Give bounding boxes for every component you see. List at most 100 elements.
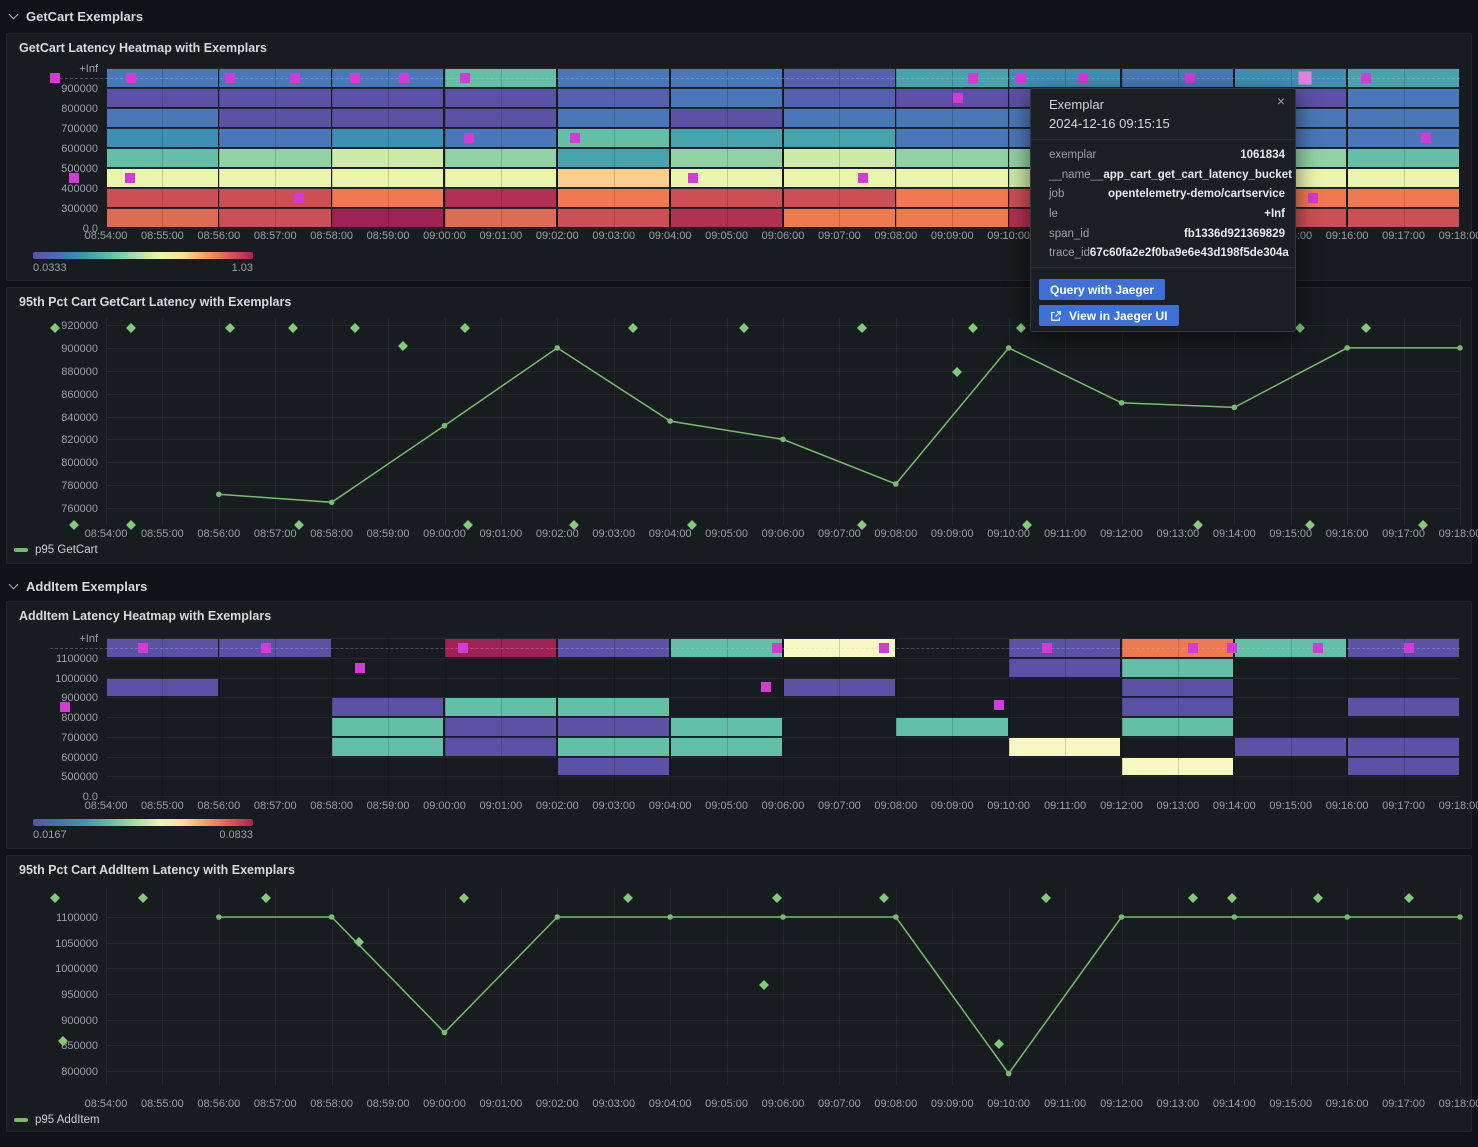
data-point[interactable]	[1231, 404, 1238, 411]
data-point[interactable]	[441, 422, 448, 429]
exemplar-marker[interactable]	[858, 173, 869, 183]
exemplar-marker[interactable]	[1042, 642, 1053, 653]
grid-line	[1290, 638, 1292, 796]
legend-item[interactable]: p95 GetCart	[14, 544, 98, 556]
grid-line	[275, 68, 277, 228]
y-tick-label: +Inf	[79, 63, 98, 75]
exemplar-marker[interactable]	[993, 700, 1004, 711]
exemplar-marker[interactable]	[968, 73, 979, 83]
exemplar-marker[interactable]	[953, 93, 964, 103]
data-point[interactable]	[1118, 399, 1125, 406]
exemplar-marker[interactable]	[125, 73, 136, 83]
data-point[interactable]	[216, 914, 222, 920]
panel-title-getcart-heatmap[interactable]: GetCart Latency Heatmap with Exemplars	[19, 41, 267, 55]
section-header-getcart[interactable]: GetCart Exemplars	[8, 6, 143, 26]
panel-getcart-line: 95th Pct Cart GetCart Latency with Exemp…	[6, 287, 1472, 564]
exemplar-marker[interactable]	[1015, 73, 1026, 83]
data-point[interactable]	[1005, 1070, 1012, 1077]
grid-line	[106, 1045, 1460, 1047]
exemplar-marker[interactable]	[289, 73, 300, 83]
data-point[interactable]	[780, 436, 786, 443]
x-tick-label: 09:03:00	[592, 800, 636, 812]
exemplar-marker[interactable]	[398, 73, 409, 83]
y-tick-label: 1000000	[55, 672, 98, 685]
exemplar-marker[interactable]	[1313, 642, 1324, 653]
data-point[interactable]	[1005, 345, 1012, 351]
tooltip-row: exemplar 1061834	[1031, 145, 1295, 165]
x-tick-label: 08:54:00	[84, 800, 128, 812]
exemplar-marker[interactable]	[125, 173, 136, 183]
grid-line	[388, 638, 390, 796]
exemplar-marker[interactable]	[59, 702, 70, 713]
exemplar-marker[interactable]	[458, 642, 469, 653]
query-with-jaeger-button[interactable]: Query with Jaeger	[1039, 279, 1166, 300]
exemplar-marker-hovered[interactable]	[1298, 71, 1312, 85]
x-tick-label: 08:59:00	[366, 230, 410, 242]
data-point[interactable]	[1344, 914, 1350, 920]
panel-title-additem-heatmap[interactable]: AddItem Latency Heatmap with Exemplars	[19, 609, 272, 623]
exemplar-marker[interactable]	[878, 642, 889, 653]
exemplar-marker[interactable]	[261, 642, 272, 653]
data-point[interactable]	[780, 914, 786, 920]
data-point[interactable]	[1457, 914, 1463, 920]
heatmap-cell	[332, 698, 444, 716]
x-tick-label: 08:55:00	[140, 1098, 184, 1110]
close-icon[interactable]: ×	[1276, 93, 1285, 109]
exemplar-marker[interactable]	[1421, 133, 1432, 143]
data-point[interactable]	[216, 491, 222, 498]
color-scale-bar	[33, 819, 253, 826]
heatmap-cell	[896, 189, 1008, 207]
exemplar-marker[interactable]	[1403, 642, 1414, 653]
panel-title-getcart-line[interactable]: 95th Pct Cart GetCart Latency with Exemp…	[19, 295, 292, 309]
data-point[interactable]	[893, 481, 899, 487]
exemplar-marker[interactable]	[1185, 73, 1196, 83]
x-tick-label: 08:55:00	[140, 800, 184, 812]
data-point[interactable]	[554, 914, 561, 920]
exemplar-marker[interactable]	[225, 73, 236, 83]
data-point[interactable]	[893, 914, 899, 920]
grid-line	[444, 888, 446, 1085]
exemplar-marker[interactable]	[772, 642, 783, 653]
grid-line	[106, 888, 107, 1085]
tooltip-row-value: 1061834	[1240, 148, 1285, 161]
exemplar-marker[interactable]	[138, 642, 149, 653]
panel-title-additem-line[interactable]: 95th Pct Cart AddItem Latency with Exemp…	[19, 863, 296, 877]
data-point[interactable]	[667, 914, 673, 920]
heatmap-cell	[557, 129, 670, 147]
exemplar-marker[interactable]	[354, 662, 365, 673]
exemplar-marker[interactable]	[1361, 73, 1372, 83]
tooltip-row: trace_id 67c60fa2e2f0ba9e6e43d198f5de304a	[1031, 243, 1295, 263]
exemplar-marker[interactable]	[68, 173, 79, 183]
data-point[interactable]	[554, 345, 561, 351]
data-point[interactable]	[1118, 914, 1125, 920]
exemplar-marker[interactable]	[50, 73, 61, 83]
view-in-jaeger-button[interactable]: View in Jaeger UI	[1039, 305, 1179, 326]
data-point[interactable]	[667, 418, 673, 424]
data-point[interactable]	[1344, 345, 1350, 351]
heatmap-cell	[1347, 169, 1459, 187]
exemplar-marker[interactable]	[1188, 642, 1199, 653]
tooltip-row-key: job	[1049, 188, 1065, 201]
exemplar-marker[interactable]	[570, 133, 581, 143]
exemplar-marker[interactable]	[1078, 73, 1089, 83]
data-point[interactable]	[441, 1029, 448, 1036]
grid-line	[162, 68, 164, 228]
y-tick-label: 700000	[61, 731, 98, 744]
legend-item[interactable]: p95 AddItem	[14, 1114, 100, 1126]
data-point[interactable]	[1457, 345, 1463, 351]
exemplar-marker[interactable]	[460, 73, 471, 83]
exemplar-marker[interactable]	[293, 193, 304, 203]
button-label: View in Jaeger UI	[1069, 308, 1168, 323]
exemplar-marker[interactable]	[688, 173, 699, 183]
data-point[interactable]	[328, 499, 335, 506]
exemplar-marker[interactable]	[760, 682, 771, 693]
data-point[interactable]	[1231, 914, 1238, 920]
section-header-additem[interactable]: AddItem Exemplars	[8, 576, 147, 596]
heatmap-cell	[332, 129, 444, 147]
exemplar-marker[interactable]	[1308, 193, 1319, 203]
x-tick-label: 09:11:00	[1044, 528, 1087, 540]
data-point[interactable]	[328, 914, 335, 920]
exemplar-marker[interactable]	[350, 73, 361, 83]
exemplar-marker[interactable]	[1226, 642, 1237, 653]
exemplar-marker[interactable]	[464, 133, 475, 143]
